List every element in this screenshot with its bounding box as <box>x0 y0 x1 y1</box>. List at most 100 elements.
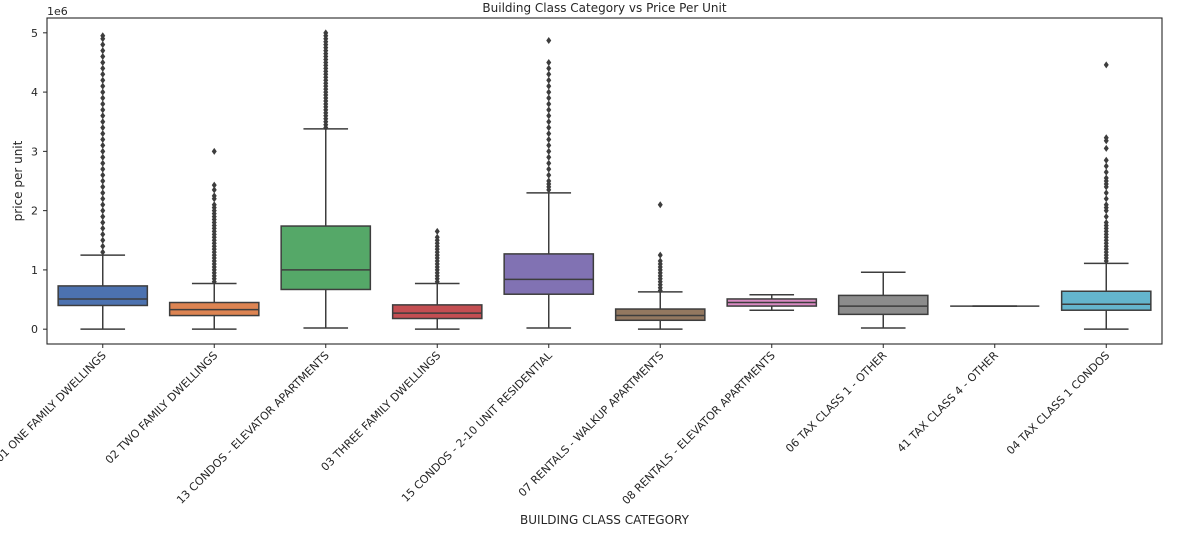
outlier-point <box>657 287 663 295</box>
outlier-point <box>100 177 106 185</box>
outlier-point <box>100 213 106 221</box>
outlier-point <box>100 124 106 132</box>
x-tick-label: 02 TWO FAMILY DWELLINGS <box>103 349 221 467</box>
box-group-1 <box>168 147 260 330</box>
outlier-point <box>546 100 552 108</box>
outlier-point <box>323 124 329 132</box>
outlier-point <box>1103 137 1109 145</box>
outlier-point <box>100 242 106 250</box>
outlier-point <box>100 189 106 197</box>
outlier-point <box>546 70 552 78</box>
y-tick-label: 4 <box>31 86 38 99</box>
box-group-0 <box>57 32 149 330</box>
outlier-point <box>211 278 217 286</box>
outlier-point <box>100 236 106 244</box>
outlier-point <box>546 106 552 114</box>
outlier-point <box>100 130 106 138</box>
outlier-point <box>211 195 217 203</box>
outlier-point <box>211 181 217 189</box>
outlier-point <box>657 201 663 209</box>
outlier-point <box>100 218 106 226</box>
box-iqr <box>1060 290 1152 311</box>
outlier-point <box>657 251 663 259</box>
outlier-point <box>100 224 106 232</box>
outlier-point <box>100 171 106 179</box>
outlier-point <box>434 278 440 286</box>
outlier-point <box>546 165 552 173</box>
outlier-point <box>100 53 106 61</box>
x-tick-label: 41 TAX CLASS 4 - OTHER <box>895 349 1001 455</box>
outlier-point <box>546 153 552 161</box>
outlier-point <box>546 186 552 194</box>
outlier-point <box>434 227 440 235</box>
outlier-point <box>1103 189 1109 197</box>
x-tick-label: 03 THREE FAMILY DWELLINGS <box>319 349 444 474</box>
outlier-point <box>546 118 552 126</box>
outlier-point <box>100 41 106 49</box>
outlier-point <box>100 159 106 167</box>
outlier-point <box>546 82 552 90</box>
box-group-5 <box>614 201 706 330</box>
outlier-point <box>546 88 552 96</box>
y-tick-label: 2 <box>31 205 38 218</box>
outlier-point <box>546 58 552 66</box>
box-group-4 <box>503 37 595 329</box>
outlier-point <box>100 94 106 102</box>
plot-area <box>57 29 1152 330</box>
box-iqr <box>57 285 149 307</box>
outlier-point <box>100 201 106 209</box>
outlier-point <box>100 47 106 55</box>
chart-title: Building Class Category vs Price Per Uni… <box>482 1 726 15</box>
y-axis-offset-label: 1e6 <box>47 5 68 18</box>
y-tick-label: 1 <box>31 264 38 277</box>
outlier-point <box>100 100 106 108</box>
outlier-point <box>211 147 217 155</box>
x-axis-label: BUILDING CLASS CATEGORY <box>520 513 690 527</box>
outlier-point <box>546 112 552 120</box>
box-group-2 <box>280 29 372 329</box>
outlier-point <box>100 64 106 72</box>
box-iqr <box>837 294 929 316</box>
outlier-point <box>546 171 552 179</box>
y-axis-ticks: 0 1 2 3 4 5 <box>31 27 47 336</box>
outlier-point <box>1103 144 1109 152</box>
outlier-point <box>100 230 106 238</box>
outlier-point <box>100 195 106 203</box>
y-tick-label: 5 <box>31 27 38 40</box>
outlier-point <box>546 130 552 138</box>
outlier-point <box>100 35 106 43</box>
outlier-point <box>546 159 552 167</box>
outlier-point <box>100 183 106 191</box>
box-group-7 <box>837 271 929 329</box>
outlier-point <box>100 58 106 66</box>
outlier-point <box>100 153 106 161</box>
outlier-point <box>100 248 106 256</box>
outlier-point <box>100 106 106 114</box>
outlier-point <box>1103 183 1109 191</box>
outlier-point <box>546 76 552 84</box>
outlier-point <box>1103 162 1109 170</box>
outlier-point <box>1103 207 1109 215</box>
outlier-point <box>211 186 217 194</box>
outlier-point <box>546 136 552 144</box>
outlier-point <box>546 94 552 102</box>
outlier-point <box>100 76 106 84</box>
outlier-point <box>546 37 552 45</box>
outlier-point <box>1103 195 1109 203</box>
outlier-point <box>100 118 106 126</box>
outlier-point <box>100 70 106 78</box>
box-iqr <box>503 253 595 295</box>
x-tick-label: 04 TAX CLASS 1 CONDOS <box>1004 349 1112 457</box>
outlier-point <box>100 147 106 155</box>
x-tick-label: 01 ONE FAMILY DWELLINGS <box>0 349 109 465</box>
y-tick-label: 0 <box>31 323 38 336</box>
outlier-point <box>100 136 106 144</box>
outlier-point <box>100 82 106 90</box>
box-iqr <box>391 304 483 320</box>
box-iqr <box>280 225 372 291</box>
outlier-point <box>1103 213 1109 221</box>
outlier-point <box>1103 61 1109 69</box>
outlier-point <box>1103 257 1109 265</box>
